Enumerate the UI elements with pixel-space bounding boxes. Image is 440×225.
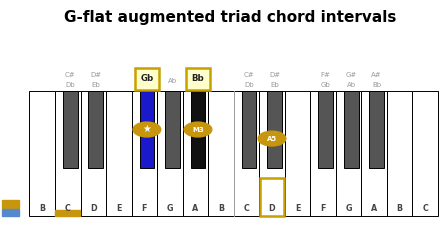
Text: D#: D# bbox=[269, 72, 280, 78]
Text: D: D bbox=[269, 204, 275, 213]
Bar bbox=[318, 91, 333, 168]
FancyBboxPatch shape bbox=[186, 68, 210, 90]
Text: C: C bbox=[243, 204, 249, 213]
Text: F#: F# bbox=[321, 72, 330, 78]
Bar bbox=[259, 91, 285, 216]
Bar bbox=[412, 91, 438, 216]
Bar bbox=[344, 91, 359, 168]
Bar bbox=[2, 209, 19, 216]
Text: ★: ★ bbox=[143, 124, 151, 134]
Bar bbox=[234, 91, 259, 216]
Text: B: B bbox=[39, 204, 45, 213]
Bar bbox=[157, 91, 183, 216]
Bar bbox=[106, 91, 132, 216]
Text: Gb: Gb bbox=[321, 82, 330, 88]
Text: F: F bbox=[142, 204, 147, 213]
Text: C: C bbox=[422, 204, 428, 213]
Text: C#: C# bbox=[65, 72, 76, 78]
Bar bbox=[310, 91, 336, 216]
Bar bbox=[139, 91, 154, 168]
Text: B: B bbox=[396, 204, 403, 213]
Text: Bb: Bb bbox=[191, 74, 204, 83]
Text: Ab: Ab bbox=[347, 82, 356, 88]
Text: Eb: Eb bbox=[92, 82, 100, 88]
Text: Bb: Bb bbox=[372, 82, 381, 88]
Text: B: B bbox=[218, 204, 224, 213]
Text: A#: A# bbox=[371, 72, 382, 78]
Bar bbox=[88, 91, 103, 168]
Bar bbox=[81, 91, 106, 216]
Bar bbox=[132, 91, 157, 216]
Text: Db: Db bbox=[244, 82, 254, 88]
Bar bbox=[55, 210, 80, 216]
Text: G#: G# bbox=[345, 72, 357, 78]
Text: Ab: Ab bbox=[168, 78, 177, 84]
Bar bbox=[242, 91, 257, 168]
Circle shape bbox=[133, 122, 161, 137]
Bar bbox=[191, 91, 205, 168]
Text: G-flat augmented triad chord intervals: G-flat augmented triad chord intervals bbox=[64, 10, 397, 25]
Text: A5: A5 bbox=[267, 136, 277, 142]
Text: M3: M3 bbox=[192, 126, 204, 133]
Bar bbox=[208, 91, 234, 216]
Text: D#: D# bbox=[90, 72, 102, 78]
Bar bbox=[2, 200, 19, 208]
Bar bbox=[55, 91, 81, 216]
Text: E: E bbox=[295, 204, 300, 213]
Text: E: E bbox=[116, 204, 121, 213]
Text: C: C bbox=[65, 204, 71, 213]
Text: Gb: Gb bbox=[140, 74, 154, 83]
Text: F: F bbox=[320, 204, 326, 213]
Text: Db: Db bbox=[66, 82, 75, 88]
Text: A: A bbox=[192, 204, 198, 213]
Text: G: G bbox=[345, 204, 352, 213]
Bar bbox=[336, 91, 361, 216]
Bar bbox=[260, 178, 284, 216]
Text: G: G bbox=[167, 204, 173, 213]
Text: basicmusictheory.com: basicmusictheory.com bbox=[8, 71, 14, 145]
Bar bbox=[361, 91, 387, 216]
Circle shape bbox=[184, 122, 212, 137]
Text: D: D bbox=[90, 204, 97, 213]
Bar bbox=[387, 91, 412, 216]
Bar bbox=[29, 91, 55, 216]
FancyBboxPatch shape bbox=[135, 68, 159, 90]
Bar bbox=[267, 91, 282, 168]
Bar bbox=[183, 91, 208, 216]
Bar bbox=[369, 91, 384, 168]
Circle shape bbox=[258, 131, 286, 146]
Bar bbox=[63, 91, 78, 168]
Text: Eb: Eb bbox=[270, 82, 279, 88]
Text: C#: C# bbox=[244, 72, 254, 78]
Text: A: A bbox=[371, 204, 377, 213]
Bar bbox=[165, 91, 180, 168]
Bar bbox=[285, 91, 310, 216]
